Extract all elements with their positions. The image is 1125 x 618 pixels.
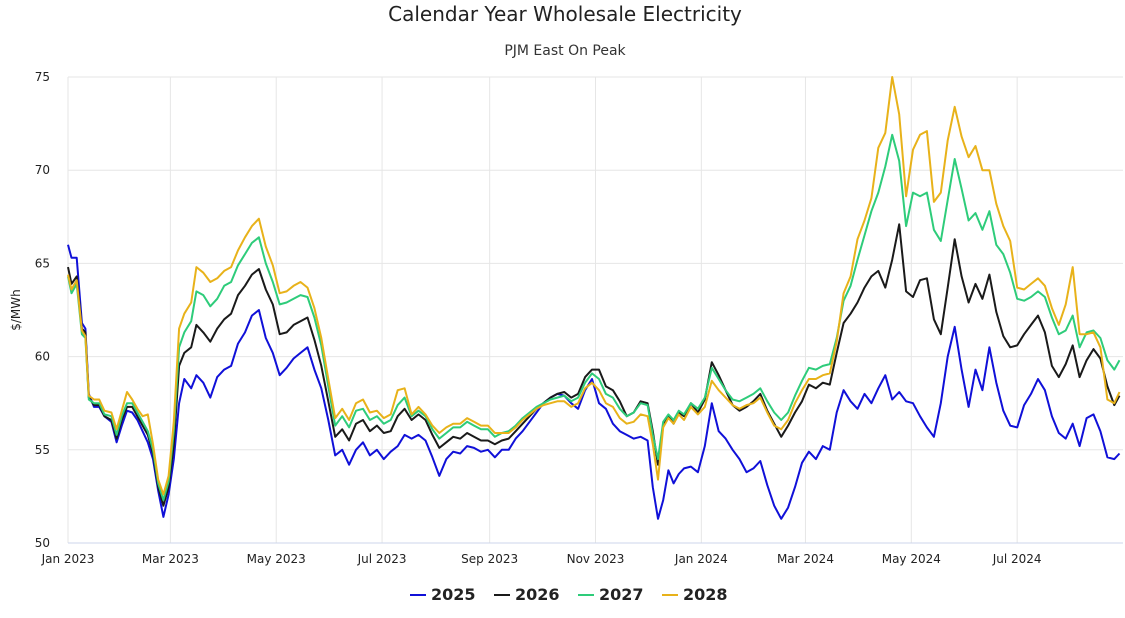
legend-item-2027[interactable]: 2027 <box>578 585 644 604</box>
y-tick-label: 75 <box>35 70 50 84</box>
y-tick-label: 70 <box>35 163 50 177</box>
legend-label: 2025 <box>431 585 476 604</box>
x-tick-label: Jul 2024 <box>992 552 1042 566</box>
y-tick-label: 50 <box>35 536 50 550</box>
legend-item-2025[interactable]: 2025 <box>410 585 476 604</box>
legend[interactable]: 2025 2026 2027 2028 <box>410 585 728 604</box>
y-tick-label: 65 <box>35 256 50 270</box>
x-tick-label: Sep 2023 <box>461 552 518 566</box>
x-tick-label: Jul 2023 <box>357 552 407 566</box>
y-tick-label: 55 <box>35 443 50 457</box>
x-tick-label: May 2023 <box>247 552 306 566</box>
legend-item-2028[interactable]: 2028 <box>662 585 728 604</box>
chart-title: Calendar Year Wholesale Electricity <box>388 2 742 26</box>
x-tick-label: May 2024 <box>882 552 941 566</box>
series-line-2025 <box>67 244 1121 520</box>
legend-label: 2027 <box>599 585 644 604</box>
series-lines <box>67 76 1121 520</box>
legend-label: 2026 <box>515 585 560 604</box>
y-axis-label: $/MWh <box>9 289 23 331</box>
series-line-2028 <box>67 76 1121 496</box>
legend-label: 2028 <box>683 585 728 604</box>
series-line-2026 <box>67 223 1121 507</box>
y-tick-label: 60 <box>35 350 50 364</box>
legend-item-2026[interactable]: 2026 <box>494 585 560 604</box>
axis-ticks: 50 55 60 65 70 75 Jan 2023 Mar 2023 May 2023 Jul … <box>35 70 1042 566</box>
x-tick-label: Mar 2024 <box>777 552 834 566</box>
x-tick-label: Jan 2023 <box>41 552 95 566</box>
chart-subtitle: PJM East On Peak <box>504 43 626 59</box>
x-tick-label: Mar 2023 <box>142 552 199 566</box>
x-tick-label: Nov 2023 <box>567 552 625 566</box>
x-tick-label: Jan 2024 <box>674 552 728 566</box>
grid-lines <box>67 76 1123 544</box>
series-line-2027 <box>67 133 1121 502</box>
